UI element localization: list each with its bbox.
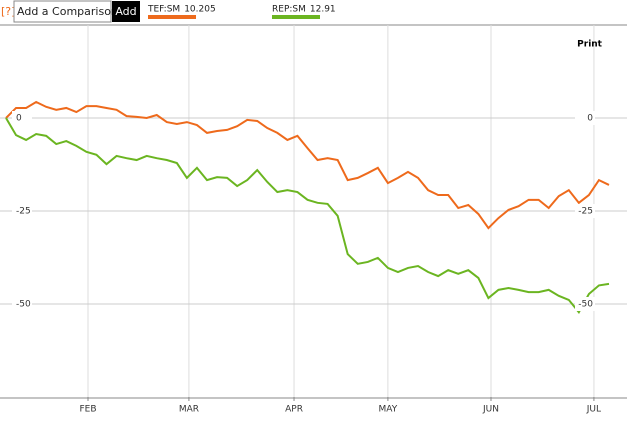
y-tick-label-bg: [575, 204, 595, 218]
add-button-label: Add: [115, 5, 136, 18]
x-tick-label: JUN: [482, 405, 499, 415]
legend-item: REP:SM 12.91: [272, 5, 336, 19]
series-line: [5, 100, 610, 230]
legend-swatch: [148, 15, 196, 19]
input-placeholder: Add a Comparison: [17, 5, 118, 18]
x-tick-label: MAY: [379, 405, 398, 415]
legend-swatch: [272, 15, 320, 19]
x-tick-label: MAR: [179, 405, 199, 415]
plot: FEB MAR APR MAY JUN JUL 0 0 -25 -25 -50 -50: [0, 24, 627, 415]
legend-name: TEF:SM: [147, 5, 180, 15]
print-link[interactable]: Print: [577, 40, 603, 50]
x-tick-label: APR: [285, 405, 303, 415]
y-tick-label: 0: [587, 114, 593, 124]
y-tick-label: -25: [16, 207, 31, 217]
help-link[interactable]: [?]: [1, 5, 15, 18]
y-tick-label-bg: [575, 297, 595, 311]
legend-value: 12.91: [310, 5, 336, 15]
series-line: [5, 117, 610, 314]
y-tick-label-bg: [12, 204, 32, 218]
x-tick-label: FEB: [79, 405, 96, 415]
y-tick-label: 0: [16, 114, 22, 124]
legend-value: 10.205: [184, 5, 216, 15]
y-tick-label: -25: [578, 207, 593, 217]
y-tick-label: -50: [578, 300, 593, 310]
comparison-input[interactable]: [13, 0, 112, 23]
legend-name: REP:SM: [272, 5, 306, 15]
legend-item: TEF:SM 10.205: [147, 5, 216, 19]
y-tick-label: -50: [16, 300, 31, 310]
add-button[interactable]: [112, 1, 140, 22]
y-tick-label-bg: [575, 111, 595, 125]
y-tick-label-bg: [12, 297, 32, 311]
x-tick-label: JUL: [586, 405, 601, 415]
y-tick-label-bg: [12, 111, 32, 125]
